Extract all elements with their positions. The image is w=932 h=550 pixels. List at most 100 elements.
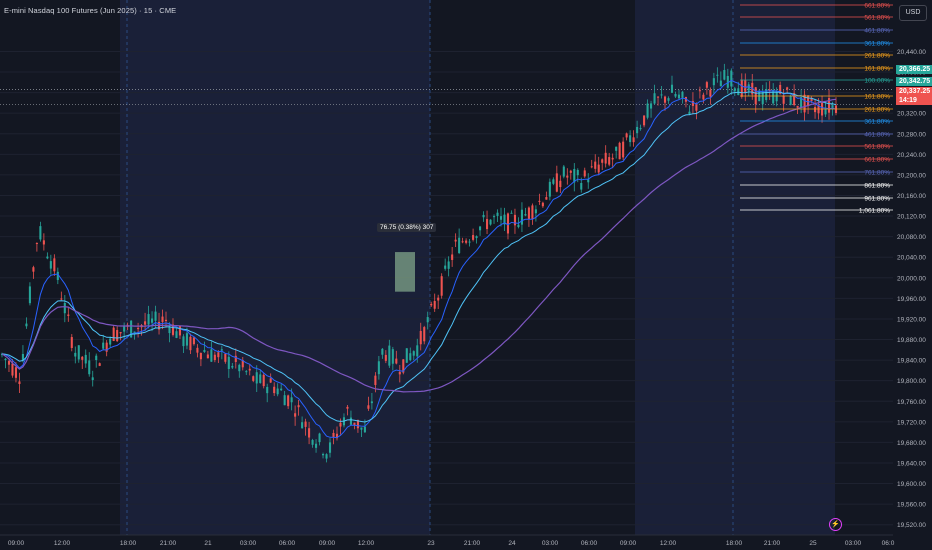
candle-body: [604, 152, 607, 164]
y-tick-label: 20,160.00: [897, 193, 926, 200]
candle-body: [11, 363, 14, 376]
candle-body: [747, 84, 750, 91]
candle-body: [102, 342, 105, 349]
x-tick-label: 21:00: [764, 540, 781, 547]
candle-body: [311, 440, 314, 445]
x-tick-label: 21: [204, 540, 212, 547]
candle-body: [636, 126, 639, 134]
candle-body: [168, 326, 171, 334]
candle-body: [363, 426, 366, 433]
candle-body: [67, 314, 70, 316]
candle-body: [412, 351, 415, 356]
candle-body: [796, 105, 799, 108]
candle-body: [60, 298, 63, 300]
y-tick-label: 20,440.00: [897, 49, 926, 56]
candle-body: [587, 179, 590, 183]
candle-body: [597, 164, 600, 173]
candle-body: [562, 166, 565, 177]
y-tick-label: 20,080.00: [897, 234, 926, 241]
price-badge: 20,366.25: [896, 65, 932, 74]
candle-body: [46, 256, 49, 259]
candle-body: [63, 302, 66, 314]
candle-body: [199, 352, 202, 360]
y-tick-label: 20,040.00: [897, 255, 926, 262]
candle-body: [712, 78, 715, 86]
candle-body: [241, 360, 244, 368]
price-badge: 20,337.25: [896, 87, 932, 96]
candle-body: [224, 353, 227, 362]
lightning-icon[interactable]: ⚡: [829, 518, 842, 531]
candle-body: [297, 405, 300, 408]
candle-body: [280, 388, 283, 391]
candle-body: [486, 219, 489, 230]
candle-body: [618, 142, 621, 160]
candle-body: [800, 96, 803, 108]
candle-body: [681, 91, 684, 98]
candle-body: [629, 135, 632, 143]
candle-body: [653, 93, 656, 104]
x-tick-label: 12:00: [54, 540, 71, 547]
candle-body: [144, 321, 147, 325]
candle-body: [479, 226, 482, 231]
fib-label-up: 261.80%: [864, 53, 890, 60]
candle-body: [695, 103, 698, 111]
candle-body: [88, 360, 91, 375]
candle-body: [381, 348, 384, 355]
candle-body: [426, 317, 429, 323]
x-tick-label: 12:00: [358, 540, 375, 547]
candle-body: [583, 170, 586, 177]
candle-body: [538, 200, 541, 202]
y-tick-label: 19,920.00: [897, 316, 926, 323]
fib-label-down: 961.80%: [864, 196, 890, 203]
candle-body: [112, 327, 115, 342]
candle-body: [831, 105, 834, 108]
candle-body: [360, 427, 363, 430]
candle-body: [730, 70, 733, 87]
candle-body: [437, 297, 440, 301]
y-tick-label: 20,120.00: [897, 214, 926, 221]
x-tick-label: 24: [508, 540, 516, 547]
candle-body: [573, 168, 576, 183]
candle-body: [489, 219, 492, 225]
candle-body: [315, 443, 318, 448]
candle-body: [273, 386, 276, 394]
ema-mid-line: [1, 91, 837, 423]
y-tick-label: 20,000.00: [897, 275, 926, 282]
candle-body: [70, 337, 73, 348]
x-tick-label: 03:00: [845, 540, 862, 547]
candle-body: [472, 235, 475, 240]
candle-body: [552, 179, 555, 184]
x-tick-label: 06:00: [581, 540, 598, 547]
candle-body: [677, 94, 681, 99]
candle-body: [269, 378, 272, 383]
candle-body: [716, 74, 719, 76]
candle-body: [688, 111, 691, 115]
y-tick-label: 19,880.00: [897, 337, 926, 344]
candle-body: [775, 92, 778, 102]
candle-body: [109, 338, 112, 345]
x-tick-label: 09:00: [319, 540, 336, 547]
candle-body: [353, 422, 356, 426]
candle-body: [402, 359, 405, 373]
candle-body: [545, 197, 548, 200]
candle-body: [332, 432, 335, 438]
candle-body: [28, 286, 31, 304]
candle-body: [615, 146, 618, 151]
y-tick-label: 19,680.00: [897, 440, 926, 447]
symbol-title[interactable]: E-mini Nasdaq 100 Futures (Jun 2025) · 1…: [4, 6, 177, 15]
candle-body: [548, 181, 551, 197]
candle-body: [384, 354, 387, 361]
candle-body: [220, 349, 223, 351]
currency-button[interactable]: USD: [899, 5, 927, 21]
candle-body: [105, 342, 108, 352]
candle-body: [14, 367, 18, 378]
candle-body: [451, 254, 454, 260]
y-tick-label: 20,320.00: [897, 111, 926, 118]
candle-body: [440, 276, 443, 296]
fib-label-up: 561.80%: [864, 15, 890, 22]
candle-body: [266, 386, 269, 394]
candle-body: [84, 354, 87, 364]
candle-body: [765, 89, 768, 101]
